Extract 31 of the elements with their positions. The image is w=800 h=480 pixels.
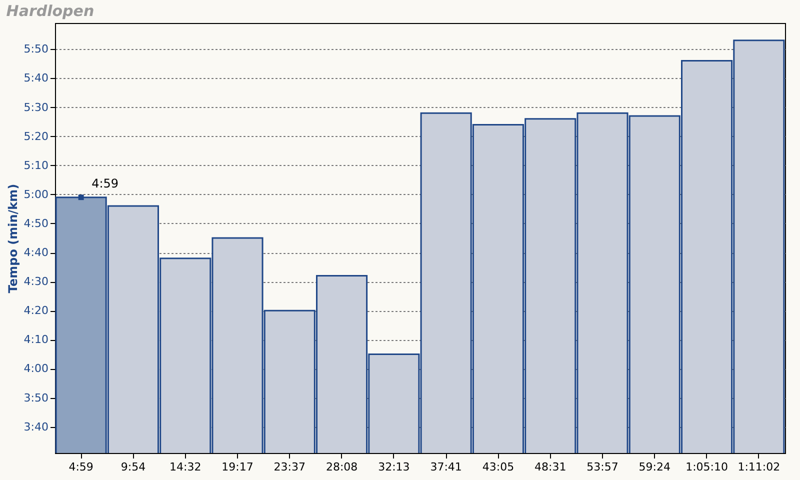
x-tick-label: 1:05:10 bbox=[686, 460, 728, 474]
chart-title: Hardlopen bbox=[6, 2, 94, 20]
y-tick-label: 3:50 bbox=[24, 391, 48, 404]
y-tick-label: 4:40 bbox=[24, 246, 48, 260]
y-axis-title: Tempo (min/km) bbox=[6, 184, 20, 294]
x-tick-label: 23:37 bbox=[274, 460, 306, 474]
y-tick-label: 5:50 bbox=[24, 42, 48, 56]
x-tick-label: 37:41 bbox=[430, 460, 462, 474]
y-tick-label: 5:10 bbox=[24, 158, 48, 172]
x-tick-label: 59:24 bbox=[638, 460, 670, 474]
y-tick-label: 5:40 bbox=[24, 72, 48, 85]
x-tick-label: 1:11:02 bbox=[738, 460, 780, 474]
y-tick-label: 5:00 bbox=[24, 188, 48, 201]
x-tick-label: 43:05 bbox=[482, 460, 514, 474]
x-tick-label: 19:17 bbox=[222, 460, 254, 474]
x-tick-label: 14:32 bbox=[170, 460, 202, 474]
y-tick-label: 4:20 bbox=[24, 304, 48, 318]
x-tick-label: 28:08 bbox=[326, 460, 358, 474]
y-tick-label: 5:20 bbox=[24, 130, 48, 143]
annotation: 4:59 bbox=[92, 176, 119, 190]
y-tick-label: 4:00 bbox=[24, 362, 48, 376]
x-tick-label: 53:57 bbox=[586, 460, 618, 474]
x-tick-label: 32:13 bbox=[378, 460, 410, 474]
y-tick-label: 4:10 bbox=[24, 333, 48, 346]
y-tick-label: 3:40 bbox=[24, 420, 48, 434]
y-tick-label: 5:30 bbox=[24, 100, 48, 114]
x-tick-label: 48:31 bbox=[534, 460, 566, 474]
y-tick-label: 4:50 bbox=[24, 216, 48, 230]
x-tick-label: 9:54 bbox=[120, 460, 146, 474]
y-tick-label: 4:30 bbox=[24, 275, 48, 288]
x-tick-label: 4:59 bbox=[68, 460, 94, 474]
